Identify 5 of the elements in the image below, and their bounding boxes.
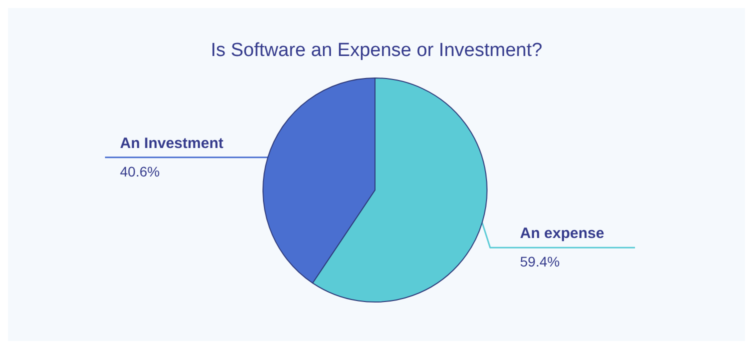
slice-label: An expense bbox=[520, 225, 604, 242]
slice-label: An Investment bbox=[120, 134, 224, 152]
data-label: 40.6% bbox=[120, 163, 160, 180]
chart-title: Is Software an Expense or Investment? bbox=[210, 40, 542, 61]
data-label: 59.4% bbox=[520, 254, 560, 270]
